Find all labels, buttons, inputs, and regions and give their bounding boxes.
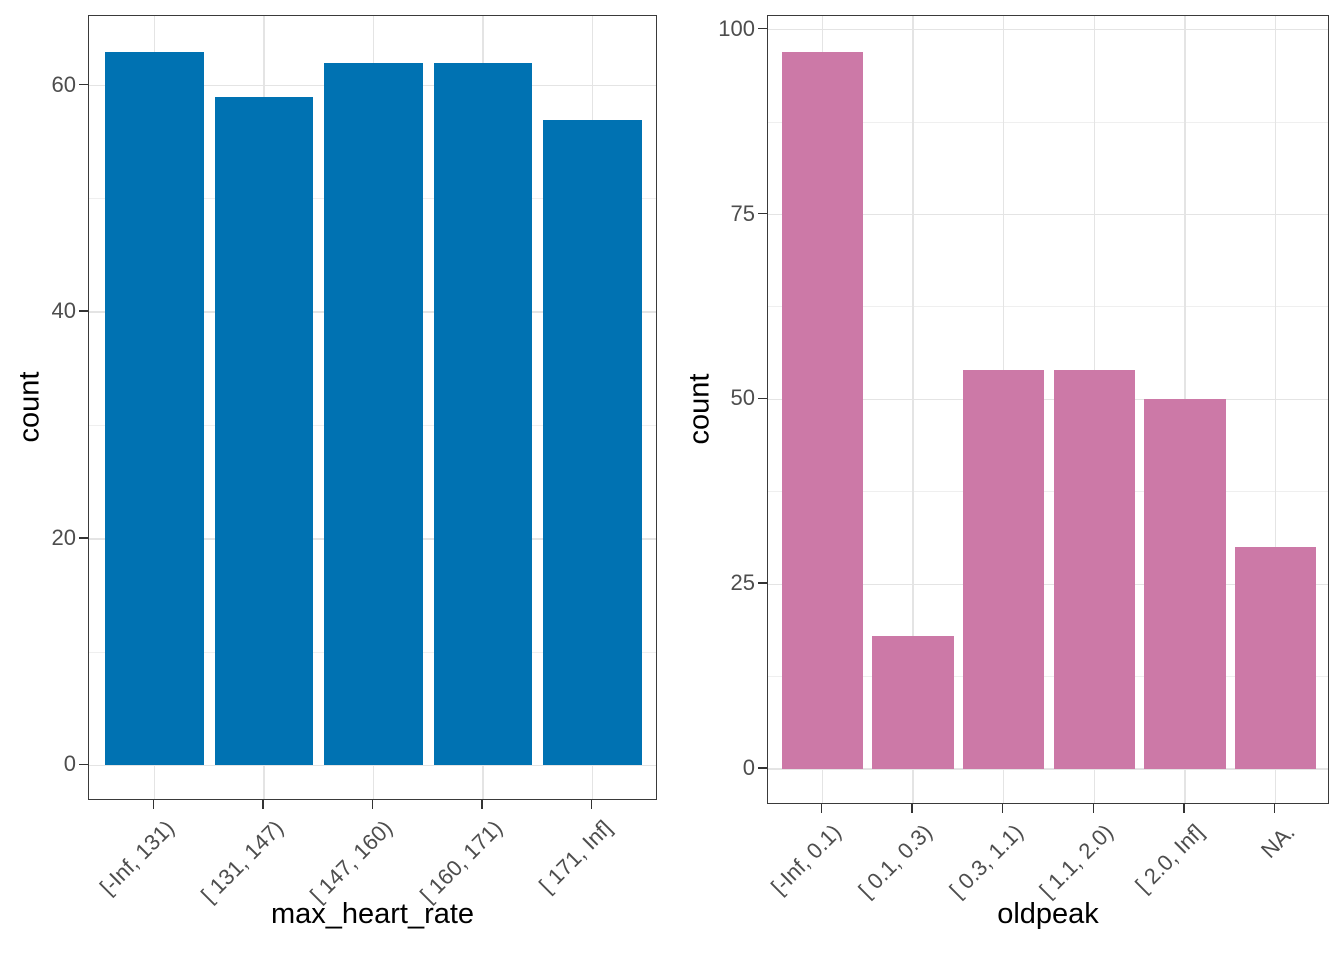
y-tick-mark (79, 83, 88, 86)
x-tick-mark (152, 800, 155, 809)
gridline-major-y (768, 213, 1328, 216)
x-tick-label: [ 2.0, Inf] (1130, 819, 1209, 898)
chart-max-heart-rate: count max_heart_rate 0 20 40 60 [-Inf, 131)[… (13, 15, 657, 930)
bar (214, 96, 314, 766)
bar (324, 63, 423, 766)
y-tick-label: 60 (51, 71, 76, 97)
y-tick-mark (758, 582, 767, 585)
plot-panel (767, 15, 1329, 804)
x-tick-label: [ 160, 171) (414, 815, 507, 908)
gridline-minor-y (768, 491, 1328, 493)
x-tick-mark (371, 800, 374, 809)
gridline-major-y (768, 583, 1328, 586)
x-tick-mark (262, 800, 264, 809)
y-tick-label: 20 (51, 524, 76, 550)
x-tick-mark (1092, 804, 1095, 813)
bar (433, 63, 533, 766)
x-tick-mark (1001, 804, 1004, 813)
bar (781, 51, 864, 770)
x-tick-label: [ 0.3, 1.1) (944, 819, 1028, 903)
y-tick-mark (79, 536, 88, 539)
gridline-major-y (89, 764, 656, 767)
x-tick-label: [ 0.1, 0.3) (853, 819, 938, 903)
y-tick-label: 75 (730, 200, 755, 226)
x-tick-mark (911, 804, 913, 813)
gridline-minor-y (768, 121, 1328, 123)
gridline-major-y (768, 768, 1328, 770)
x-tick-label: [-Inf, 131) (94, 815, 179, 900)
gridline-major-x (912, 16, 914, 803)
y-tick-mark (79, 763, 88, 766)
y-axis-title: count (13, 371, 46, 443)
plot-panel (88, 15, 657, 800)
x-tick-mark (590, 800, 593, 809)
y-tick-mark (758, 212, 767, 215)
bar (1053, 369, 1136, 770)
x-tick-mark (820, 804, 823, 813)
y-tick-mark (758, 27, 767, 30)
gridline-minor-y (768, 306, 1328, 308)
y-tick-label: 25 (730, 570, 755, 596)
x-tick-mark (1183, 804, 1185, 813)
y-tick-mark (758, 397, 767, 400)
bar (962, 369, 1045, 770)
x-tick-label: [ 171, Inf] (533, 815, 617, 898)
x-tick-mark (1273, 804, 1276, 813)
bar (543, 119, 642, 766)
bar (1234, 547, 1317, 770)
x-tick-label: [ 131, 147) (195, 815, 289, 908)
y-tick-mark (758, 767, 767, 769)
x-tick-label: NA. (1255, 819, 1300, 863)
x-axis-title: oldpeak (997, 898, 1099, 930)
y-tick-label: 50 (730, 385, 755, 411)
y-tick-mark (79, 310, 88, 312)
gridline-minor-y (768, 676, 1328, 678)
x-tick-label: [-Inf, 0.1) (766, 819, 847, 900)
bar (105, 51, 204, 766)
bar (872, 636, 954, 770)
gridline-major-y (768, 28, 1328, 31)
x-tick-mark (481, 800, 483, 809)
x-tick-label: [ 1.1, 2.0) (1034, 819, 1119, 903)
x-axis-title: max_heart_rate (270, 898, 475, 930)
y-tick-label: 0 (63, 751, 76, 777)
gridline-major-y (768, 398, 1328, 401)
y-tick-label: 100 (718, 15, 755, 41)
y-tick-label: 40 (51, 298, 76, 324)
chart-oldpeak: count oldpeak 0 25 50 75 100 [-Inf, 0.1)[ 0.1… (672, 0, 1344, 960)
gridline-major-x (1274, 16, 1277, 803)
y-tick-label: 0 (742, 755, 755, 781)
bar (1144, 399, 1226, 770)
x-tick-label: [ 147, 160) (305, 815, 398, 908)
